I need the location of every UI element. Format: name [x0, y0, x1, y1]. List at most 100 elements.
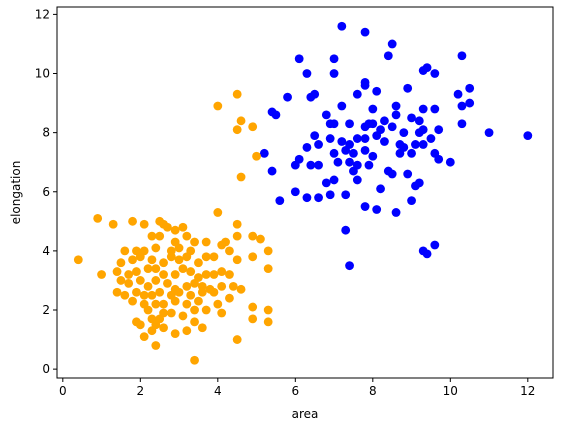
data-point-series-2	[232, 255, 242, 265]
data-point-series-1	[418, 140, 428, 149]
data-point-series-1	[360, 202, 370, 211]
data-point-series-1	[407, 148, 416, 158]
data-point-series-1	[290, 160, 300, 170]
data-point-series-2	[248, 252, 258, 262]
data-point-series-1	[430, 104, 440, 114]
data-point-series-2	[182, 231, 192, 241]
data-point-series-2	[217, 308, 227, 318]
data-point-series-1	[372, 131, 382, 140]
data-point-series-1	[314, 193, 323, 203]
data-point-series-1	[360, 27, 370, 37]
data-point-series-1	[453, 89, 463, 99]
x-tick-label: 8	[369, 384, 377, 398]
data-point-series-2	[112, 267, 122, 276]
data-point-series-2	[143, 264, 153, 274]
data-point-series-1	[360, 77, 370, 87]
x-axis-label: area	[292, 407, 319, 421]
data-point-series-2	[182, 252, 192, 262]
data-point-series-1	[364, 160, 374, 170]
data-point-series-2	[186, 267, 196, 276]
data-point-series-2	[151, 299, 161, 309]
data-point-series-1	[329, 69, 339, 78]
data-point-series-1	[391, 110, 401, 120]
points-layer	[73, 21, 533, 365]
data-point-series-1	[259, 148, 269, 158]
data-point-series-2	[159, 299, 168, 309]
data-point-series-2	[147, 255, 157, 265]
data-point-series-2	[159, 323, 168, 333]
data-point-series-1	[329, 148, 339, 158]
data-point-series-2	[174, 287, 184, 297]
data-point-series-2	[217, 240, 227, 250]
data-point-series-2	[178, 311, 188, 321]
data-point-series-1	[407, 113, 416, 123]
data-point-series-2	[182, 281, 192, 291]
data-point-series-2	[197, 323, 207, 333]
data-point-series-2	[128, 255, 137, 265]
data-point-series-2	[139, 219, 149, 229]
data-point-series-2	[174, 255, 184, 265]
data-point-series-1	[352, 134, 362, 143]
data-point-series-2	[143, 305, 153, 315]
data-point-series-1	[314, 160, 323, 170]
y-tick-label: 6	[42, 185, 50, 199]
data-point-series-1	[360, 134, 370, 143]
data-point-series-2	[151, 264, 161, 274]
data-point-series-2	[166, 308, 176, 318]
data-point-series-2	[163, 279, 172, 288]
data-point-series-2	[190, 305, 199, 315]
data-point-series-1	[414, 178, 424, 188]
data-point-series-2	[182, 299, 192, 309]
data-point-series-2	[151, 243, 161, 253]
x-tick-label: 6	[291, 384, 299, 398]
data-point-series-1	[325, 190, 335, 200]
data-point-series-1	[372, 205, 382, 214]
data-point-series-2	[170, 225, 180, 235]
data-point-series-2	[120, 246, 130, 256]
data-point-series-2	[225, 270, 234, 279]
data-point-series-2	[135, 276, 145, 285]
data-point-series-1	[484, 128, 494, 138]
data-point-series-2	[159, 270, 168, 279]
data-point-series-2	[139, 290, 149, 300]
data-point-series-2	[248, 231, 258, 241]
data-point-series-2	[236, 116, 246, 126]
data-point-series-1	[387, 39, 397, 49]
data-point-series-1	[352, 89, 362, 99]
data-point-series-1	[360, 145, 370, 155]
data-point-series-2	[225, 246, 234, 256]
data-point-series-2	[194, 296, 203, 306]
y-tick-label: 8	[42, 126, 50, 140]
data-point-series-1	[352, 175, 362, 185]
data-point-series-1	[523, 131, 533, 140]
data-point-series-2	[201, 252, 211, 262]
data-point-series-2	[170, 296, 180, 306]
data-point-series-2	[190, 355, 199, 365]
data-point-series-1	[372, 86, 382, 96]
data-point-series-2	[97, 270, 106, 279]
data-point-series-1	[337, 137, 347, 146]
data-point-series-1	[345, 157, 354, 167]
data-point-series-2	[120, 290, 130, 300]
data-point-series-1	[445, 157, 455, 167]
data-point-series-1	[407, 196, 416, 206]
data-point-series-1	[349, 166, 358, 176]
data-point-series-2	[132, 267, 141, 276]
x-tick-label: 2	[136, 384, 144, 398]
y-tick-label: 12	[35, 7, 50, 21]
data-point-series-2	[174, 243, 184, 253]
data-point-series-2	[213, 208, 223, 217]
data-point-series-1	[380, 137, 389, 146]
data-point-series-2	[151, 276, 161, 285]
data-point-series-1	[465, 98, 475, 108]
data-point-series-2	[139, 332, 149, 342]
plot-frame	[56, 6, 554, 379]
data-point-series-1	[302, 143, 312, 152]
data-point-series-2	[155, 231, 165, 241]
data-point-series-2	[201, 237, 211, 247]
data-point-series-2	[213, 101, 223, 111]
x-tick-label: 12	[520, 384, 535, 398]
data-point-series-2	[135, 320, 145, 330]
data-point-series-2	[135, 252, 145, 262]
